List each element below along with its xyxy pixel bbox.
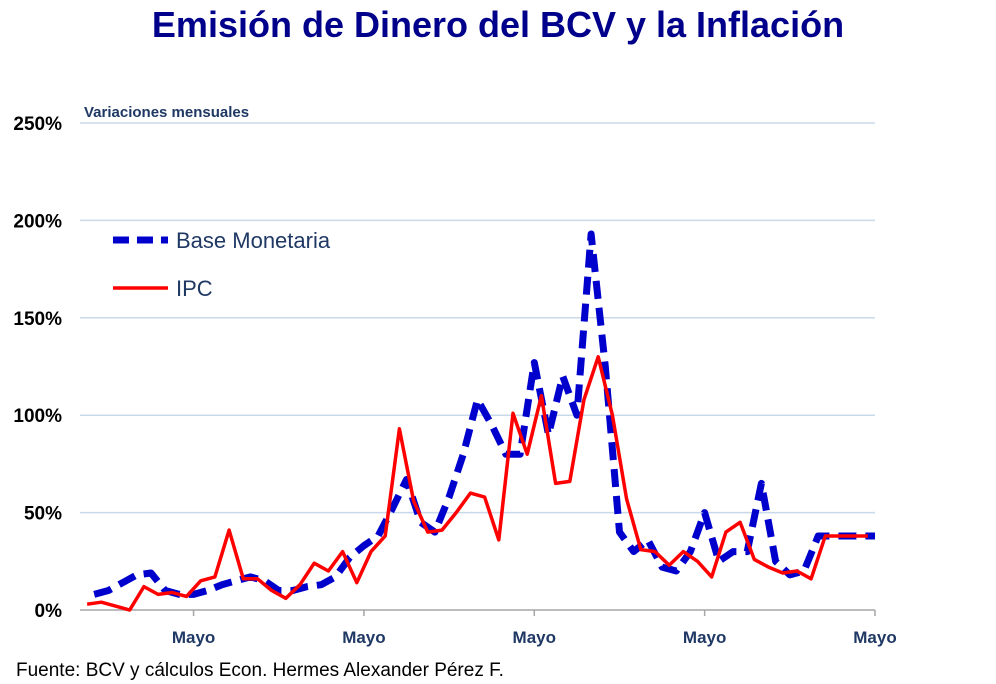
y-axis: 0% 50% 100% 150% 200% 250%: [13, 114, 62, 622]
y-tick-label: 50%: [24, 504, 62, 525]
y-tick-label: 0%: [35, 601, 63, 622]
legend-label: IPC: [176, 276, 213, 301]
gridlines: [80, 122, 875, 514]
x-tick-label: Mayo: [513, 628, 556, 647]
chart-title: Emisión de Dinero del BCV y la Inflación: [151, 4, 845, 45]
chart-subtitle: Variaciones mensuales: [84, 104, 249, 121]
x-tick-label: Mayo: [683, 628, 726, 647]
x-tick-label: Mayo: [853, 628, 896, 647]
ipc-series-line: [86, 355, 868, 612]
series-layer: [86, 230, 875, 612]
source-note: Fuente: BCV y cálculos Econ. Hermes Alex…: [16, 660, 504, 681]
x-tick-label: Mayo: [172, 628, 215, 647]
legend-label: Base Monetaria: [176, 228, 331, 253]
base-monetaria-series-line: [93, 230, 875, 598]
legend: Base Monetaria IPC: [113, 228, 331, 301]
y-tick-label: 200%: [13, 211, 62, 232]
y-tick-label: 150%: [13, 309, 62, 330]
y-tick-label: 100%: [13, 406, 62, 427]
x-tick-label: Mayo: [342, 628, 385, 647]
x-axis: Mayo Mayo Mayo Mayo Mayo: [80, 609, 897, 647]
y-tick-label: 250%: [13, 114, 62, 135]
